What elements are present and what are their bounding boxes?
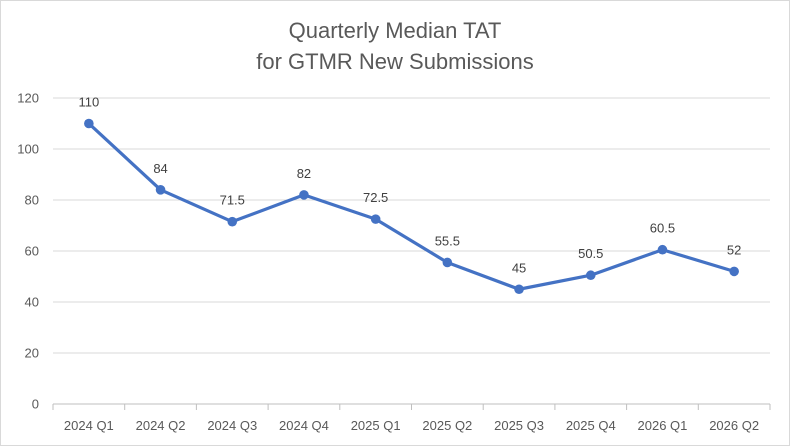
y-tick-label: 40: [25, 295, 39, 310]
y-tick-label: 0: [32, 397, 39, 412]
x-tick-label: 2024 Q2: [136, 418, 186, 433]
data-label: 84: [153, 161, 167, 176]
series-line: [87, 121, 736, 291]
x-tick-label: 2025 Q2: [422, 418, 472, 433]
x-tick-label: 2024 Q1: [64, 418, 114, 433]
data-label: 55.5: [435, 233, 460, 248]
y-tick-label: 80: [25, 193, 39, 208]
x-tick-label: 2026 Q1: [638, 418, 688, 433]
data-point: [657, 244, 668, 255]
data-point: [442, 257, 453, 268]
gridlines: [53, 97, 770, 354]
data-label: 72.5: [363, 190, 388, 205]
data-label: 52: [727, 242, 741, 257]
x-tick-label: 2025 Q4: [566, 418, 616, 433]
data-point: [155, 185, 166, 195]
y-tick-label: 60: [25, 244, 39, 259]
data-point: [370, 214, 381, 224]
data-point: [729, 266, 739, 277]
data-point: [227, 216, 238, 227]
x-tick-label: 2026 Q2: [709, 418, 759, 433]
x-tick-label: 2025 Q3: [494, 418, 544, 433]
series: [84, 118, 739, 295]
data-label: 71.5: [220, 193, 245, 208]
x-tick-label: 2025 Q1: [351, 418, 401, 433]
y-tick-label: 20: [25, 346, 39, 361]
x-axis-tick-labels: 2024 Q1 2024 Q2 2024 Q3 2024 Q4 2025 Q1 2025 …: [64, 418, 759, 433]
x-tick-label: 2024 Q4: [279, 418, 329, 433]
data-label: 50.5: [578, 246, 603, 261]
data-labels: 110 84 71.5 82 72.5 55.5 45 50.5 60.5 52: [78, 95, 741, 276]
y-axis-tick-labels: 0 20 40 60 80 100 120: [17, 91, 39, 412]
x-axis: [52, 403, 771, 410]
data-label: 110: [78, 95, 99, 110]
y-tick-label: 100: [17, 142, 39, 157]
y-tick-label: 120: [17, 91, 39, 106]
data-label: 82: [297, 166, 311, 181]
x-tick-label: 2024 Q3: [207, 418, 257, 433]
chart-title: Quarterly Median TAT for GTMR New Submis…: [1, 15, 789, 77]
data-point: [514, 284, 524, 295]
data-point: [84, 118, 94, 129]
data-point: [299, 190, 309, 200]
chart-title-line-1: Quarterly Median TAT: [288, 18, 502, 43]
chart-title-line-2: for GTMR New Submissions: [256, 49, 534, 74]
data-label: 60.5: [650, 221, 675, 236]
data-point: [585, 270, 596, 281]
data-label: 45: [512, 260, 526, 275]
